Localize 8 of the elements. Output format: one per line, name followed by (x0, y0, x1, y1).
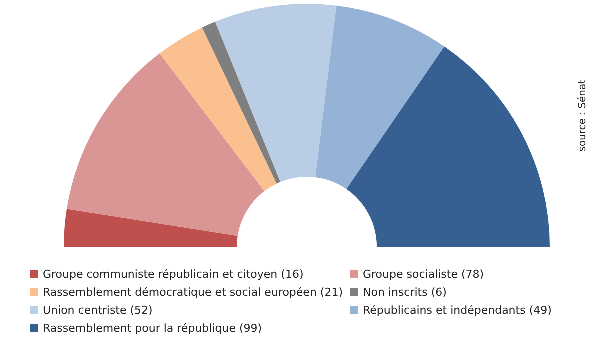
legend-label: Rassemblement démocratique et social européen (21) (43, 286, 344, 299)
source-note: source : Sénat (578, 80, 588, 152)
legend-label: Groupe socialiste (78) (363, 268, 484, 281)
legend-label: Non inscrits (6) (363, 286, 447, 299)
legend-label: Républicains et indépendants (49) (363, 304, 552, 317)
legend-label: Groupe communiste républicain et citoyen (16) (43, 268, 304, 281)
legend-label: Rassemblement pour la république (99) (43, 322, 262, 335)
legend-label: Union centriste (52) (43, 304, 153, 317)
